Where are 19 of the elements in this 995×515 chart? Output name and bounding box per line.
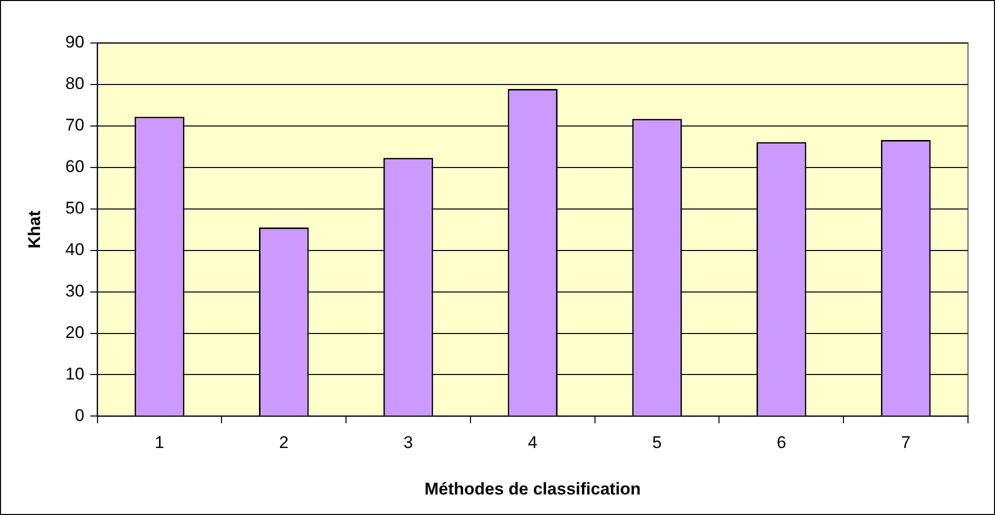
- x-axis-title: Méthodes de classification: [424, 479, 641, 498]
- y-tick-label: 70: [65, 116, 84, 135]
- y-tick-label: 40: [65, 240, 84, 260]
- y-tick-label: 30: [65, 281, 84, 300]
- y-tick-label: 0: [74, 406, 84, 425]
- y-tick-label: 10: [65, 364, 84, 384]
- y-axis-title: Khat: [24, 210, 44, 248]
- x-tick-label: 7: [901, 433, 911, 452]
- y-tick-label: 20: [65, 322, 84, 342]
- x-tick-label: 5: [652, 433, 662, 452]
- y-tick-label: 50: [65, 198, 84, 218]
- x-tick-label: 6: [776, 433, 786, 452]
- x-tick-label: 2: [279, 433, 289, 452]
- y-tick-label: 80: [65, 74, 84, 94]
- y-tick-label: 90: [65, 32, 84, 52]
- x-tick-label: 4: [528, 433, 538, 452]
- x-tick-label: 1: [154, 433, 164, 452]
- x-tick-label: 3: [404, 433, 414, 452]
- y-tick-label: 60: [65, 157, 84, 176]
